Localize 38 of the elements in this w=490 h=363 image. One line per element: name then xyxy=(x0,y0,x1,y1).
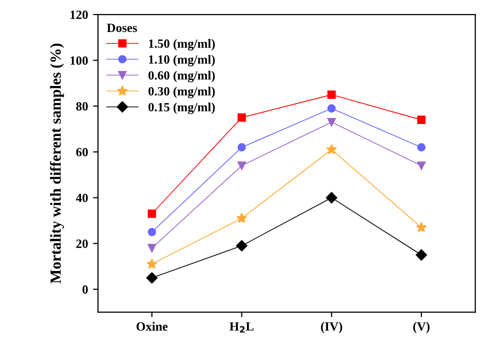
point xyxy=(238,161,246,170)
point xyxy=(146,258,158,269)
point xyxy=(238,143,246,152)
point xyxy=(236,212,248,223)
legend-label: 0.60 (mg/ml) xyxy=(148,70,215,82)
legend-label: 1.50 (mg/ml) xyxy=(149,39,215,50)
point xyxy=(148,244,156,252)
point xyxy=(417,116,426,124)
point xyxy=(417,143,426,152)
y-axis-title: Mortality with different samples (%) xyxy=(50,44,64,284)
point xyxy=(416,222,427,232)
point xyxy=(148,228,156,236)
y-tick-label: 20 xyxy=(76,240,88,248)
y-tick-label: 80 xyxy=(76,102,88,111)
y-tick-label: 60 xyxy=(76,148,88,156)
point xyxy=(327,90,336,99)
point xyxy=(417,161,426,170)
point xyxy=(327,104,336,113)
legend-label: 0.15 (mg/ml) xyxy=(148,102,215,114)
x-tick-label: (V) xyxy=(413,322,430,334)
y-tick-label: 40 xyxy=(76,194,88,202)
legend-label: 0.30 (mg/ml) xyxy=(148,86,215,98)
x-tick-label: H$_{2}$L xyxy=(230,322,254,333)
point xyxy=(327,118,336,126)
x-tick-label: (IV) xyxy=(321,322,342,334)
legend-label: 1.10 (mg/ml) xyxy=(149,54,215,66)
point xyxy=(238,113,246,122)
point xyxy=(236,240,248,252)
legend-title: Doses xyxy=(106,24,137,32)
y-tick-label: 100 xyxy=(70,56,88,65)
x-tick-label: Oxine xyxy=(136,322,168,331)
point xyxy=(326,192,338,204)
y-tick-label: 0 xyxy=(82,285,88,294)
point xyxy=(146,272,158,284)
point xyxy=(326,144,337,154)
y-tick-label: 120 xyxy=(70,10,88,19)
point xyxy=(416,249,428,261)
point xyxy=(148,210,156,218)
